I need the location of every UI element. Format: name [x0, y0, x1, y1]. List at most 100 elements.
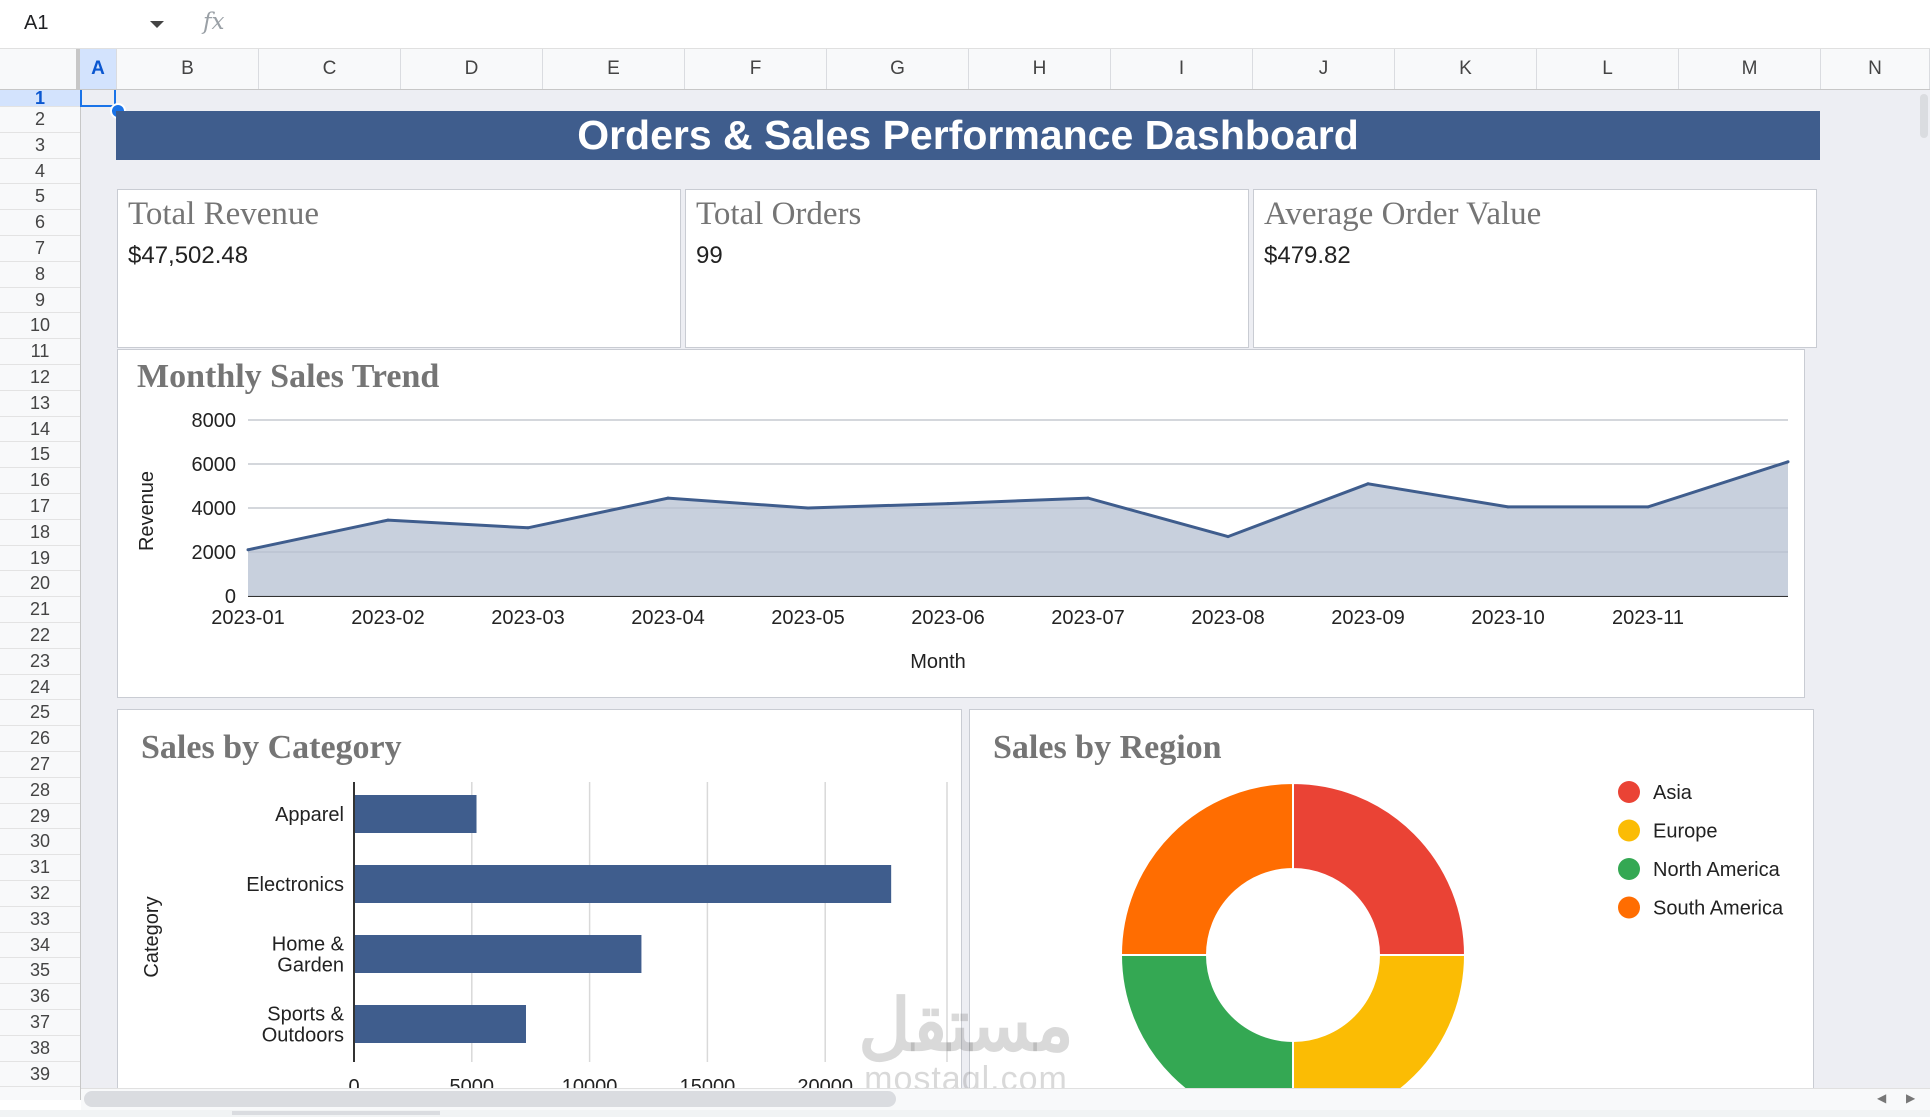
row-header-38[interactable]: 38 [0, 1036, 80, 1062]
column-header-l[interactable]: L [1537, 49, 1679, 89]
y-tick-label: 8000 [192, 410, 237, 432]
x-tick-label: 2023-10 [1471, 607, 1544, 629]
row-header-30[interactable]: 30 [0, 829, 80, 856]
chart-sales-by-region[interactable]: Sales by Region Asia Europe North America S… [969, 709, 1814, 1099]
column-header-h[interactable]: H [969, 49, 1111, 89]
row-header-25[interactable]: 25 [0, 700, 80, 727]
row-header-22[interactable]: 22 [0, 623, 80, 649]
row-header-15[interactable]: 15 [0, 442, 80, 469]
column-header-d[interactable]: D [401, 49, 543, 89]
row-header-12[interactable]: 12 [0, 365, 80, 391]
kpi-label: Total Orders [696, 196, 862, 232]
row-header-19[interactable]: 19 [0, 546, 80, 572]
legend-swatch [1618, 781, 1640, 803]
row-header-39[interactable]: 39 [0, 1062, 80, 1088]
column-header-f[interactable]: F [685, 49, 827, 89]
row-header-37[interactable]: 37 [0, 1010, 80, 1036]
row-header-31[interactable]: 31 [0, 855, 80, 881]
select-all-corner[interactable] [0, 49, 80, 89]
column-header-m[interactable]: M [1679, 49, 1821, 89]
category-label: Apparel [275, 804, 344, 826]
x-tick-label: 2023-02 [351, 607, 424, 629]
row-header-8[interactable]: 8 [0, 262, 80, 288]
column-header-e[interactable]: E [543, 49, 685, 89]
row-header-14[interactable]: 14 [0, 417, 80, 443]
category-label: Outdoors [262, 1025, 344, 1047]
x-tick-label: 0 [348, 1076, 359, 1098]
row-header-17[interactable]: 17 [0, 494, 80, 520]
row-header-16[interactable]: 16 [0, 468, 80, 494]
data-point [1226, 535, 1230, 539]
data-point [1646, 505, 1650, 509]
chart-monthly-sales-trend[interactable]: Monthly Sales Trend 0 2000 4000 6000 8000 202… [117, 349, 1805, 698]
row-header-10[interactable]: 10 [0, 313, 80, 340]
scroll-right-icon[interactable]: ▶ [1906, 1091, 1916, 1105]
column-header-j[interactable]: J [1253, 49, 1395, 89]
data-point [666, 496, 670, 500]
kpi-label: Average Order Value [1264, 196, 1542, 232]
row-header-13[interactable]: 13 [0, 391, 80, 417]
row-header-11[interactable]: 11 [0, 339, 80, 365]
row-header-36[interactable]: 36 [0, 984, 80, 1010]
x-tick-label: 2023-01 [211, 607, 284, 629]
region-plot: Asia Europe North America South America [1119, 781, 1784, 1098]
fx-icon: fx [203, 9, 225, 35]
chevron-down-icon[interactable] [150, 21, 164, 28]
row-header-29[interactable]: 29 [0, 804, 80, 830]
chart-sales-by-category[interactable]: Sales by Category 0 5000 10000 15000 20000 Ap… [117, 709, 962, 1099]
row-header-1[interactable]: 1 [0, 89, 80, 107]
row-header-26[interactable]: 26 [0, 726, 80, 752]
horizontal-scroll-thumb[interactable] [84, 1091, 896, 1107]
row-header-9[interactable]: 9 [0, 288, 80, 314]
x-tick-label: 2023-07 [1051, 607, 1124, 629]
name-box[interactable]: A1 [24, 12, 49, 34]
column-header-g[interactable]: G [827, 49, 969, 89]
legend-label: North America [1653, 859, 1781, 881]
row-header-18[interactable]: 18 [0, 520, 80, 546]
column-header-b[interactable]: B [117, 49, 259, 89]
row-header-32[interactable]: 32 [0, 881, 80, 907]
row-header-33[interactable]: 33 [0, 907, 80, 933]
row-header-21[interactable]: 21 [0, 597, 80, 623]
row-header-7[interactable]: 7 [0, 236, 80, 262]
row-header-6[interactable]: 6 [0, 210, 80, 236]
row-header-24[interactable]: 24 [0, 675, 80, 701]
row-header-4[interactable]: 4 [0, 159, 80, 185]
column-header-i[interactable]: I [1111, 49, 1253, 89]
y-tick-label: 4000 [192, 498, 237, 520]
scroll-left-icon[interactable]: ◀ [1877, 1091, 1887, 1105]
row-header-3[interactable]: 3 [0, 133, 80, 159]
kpi-card-average-order-value[interactable]: Average Order Value $479.82 [1253, 189, 1817, 348]
row-header-23[interactable]: 23 [0, 649, 80, 675]
row-header-34[interactable]: 34 [0, 933, 80, 959]
kpi-card-total-revenue[interactable]: Total Revenue $47,502.48 [117, 189, 681, 348]
area-fill [248, 461, 1788, 596]
row-header-35[interactable]: 35 [0, 958, 80, 985]
kpi-card-total-orders[interactable]: Total Orders 99 [685, 189, 1249, 348]
data-point [386, 518, 390, 522]
x-tick-label: 2023-09 [1331, 607, 1404, 629]
category-label: Garden [277, 955, 344, 977]
column-header-c[interactable]: C [259, 49, 401, 89]
row-header-28[interactable]: 28 [0, 778, 80, 804]
category-label: Sports & [267, 1004, 344, 1026]
column-header-a[interactable]: A [80, 49, 117, 89]
row-header-5[interactable]: 5 [0, 184, 80, 211]
watermark-logo: مستقل mostaql.com [846, 990, 1086, 1096]
legend-label: South America [1653, 898, 1784, 920]
vertical-scroll-thumb[interactable] [1920, 94, 1928, 138]
sheet-tab[interactable] [232, 1111, 440, 1115]
column-header-k[interactable]: K [1395, 49, 1537, 89]
row-header-27[interactable]: 27 [0, 752, 80, 778]
slice-europe [1292, 954, 1467, 1098]
column-header-n[interactable]: N [1821, 49, 1930, 89]
row-header-2[interactable]: 2 [0, 107, 80, 133]
formula-bar: A1 fx [0, 0, 1930, 49]
data-point [526, 526, 530, 530]
bar-sports-outdoors [355, 1005, 526, 1043]
y-axis-label: Category [141, 896, 163, 977]
kpi-label: Total Revenue [128, 196, 320, 232]
data-point [946, 502, 950, 506]
row-header-20[interactable]: 20 [0, 571, 80, 598]
x-tick-label: 2023-08 [1191, 607, 1264, 629]
